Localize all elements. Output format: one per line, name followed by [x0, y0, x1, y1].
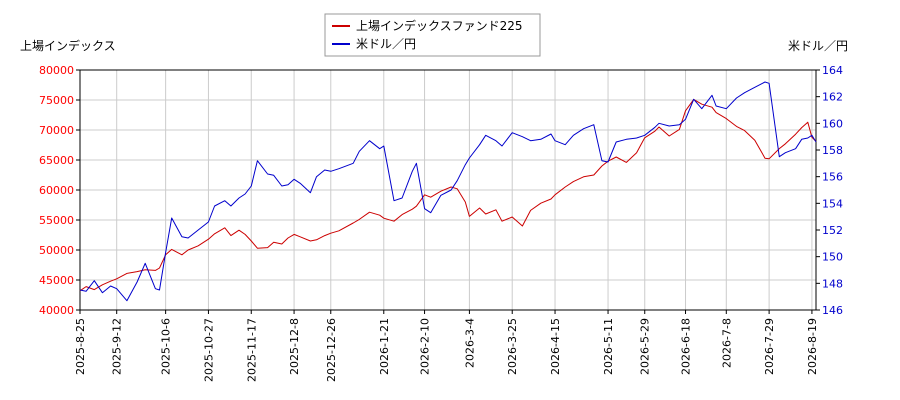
right-axis-ticks: 146 148 150 152 154 156 158 160 162 164 [816, 64, 843, 317]
x-tick-label: 2026-7-29 [763, 318, 776, 375]
series-line-index-fund [79, 98, 817, 292]
left-axis-ticks: 40000 45000 50000 55000 60000 65000 70000 75000… [39, 64, 80, 317]
left-tick-label: 70000 [39, 124, 74, 137]
x-tick-label: 2026-6-18 [680, 318, 693, 375]
right-tick-label: 148 [822, 277, 843, 290]
legend-label-usdjpy: 米ドル／円 [356, 37, 416, 51]
legend-box [324, 13, 541, 57]
x-tick-label: 2025-11-17 [245, 318, 258, 382]
grid-lines [79, 69, 816, 311]
left-tick-label: 40000 [39, 304, 74, 317]
left-tick-label: 50000 [39, 244, 74, 257]
right-tick-label: 160 [822, 117, 843, 130]
series-line-usdjpy [79, 81, 817, 302]
series-lines [79, 81, 817, 302]
x-tick-label: 2025-8-25 [74, 318, 87, 375]
left-tick-label: 65000 [39, 154, 74, 167]
x-tick-label: 2026-3-4 [463, 318, 476, 368]
left-tick-label: 80000 [39, 64, 74, 77]
right-tick-label: 152 [822, 224, 843, 237]
left-tick-label: 45000 [39, 274, 74, 287]
x-tick-label: 2025-10-27 [202, 318, 215, 382]
right-tick-label: 154 [822, 197, 843, 210]
x-tick-label: 2026-1-21 [378, 318, 391, 375]
right-tick-label: 150 [822, 251, 843, 264]
x-tick-label: 2025-12-26 [325, 318, 338, 382]
x-tick-label: 2026-5-11 [602, 318, 615, 375]
right-tick-label: 156 [822, 171, 843, 184]
right-tick-label: 146 [822, 304, 843, 317]
x-tick-label: 2025-12-8 [288, 318, 301, 375]
legend-label-index-fund: 上場インデックスファンド225 [356, 18, 523, 33]
right-axis-title: 米ドル／円 [788, 39, 848, 53]
right-tick-label: 158 [822, 144, 843, 157]
x-tick-label: 2026-4-15 [549, 318, 562, 375]
left-axis-title: 上場インデックス [20, 38, 116, 53]
right-tick-label: 162 [822, 91, 843, 104]
x-tick-label: 2026-2-10 [419, 318, 432, 375]
left-tick-label: 75000 [39, 94, 74, 107]
x-tick-label: 2025-9-12 [111, 318, 124, 375]
x-axis-ticks: 2025-8-25 2025-9-12 2025-10-6 2025-10-27 202… [74, 310, 819, 382]
x-tick-label: 2026-3-25 [506, 318, 519, 375]
right-tick-label: 164 [822, 64, 843, 77]
x-tick-label: 2025-10-6 [160, 318, 173, 375]
left-tick-label: 60000 [39, 184, 74, 197]
legend: 上場インデックスファンド225 米ドル／円 [324, 13, 541, 57]
left-tick-label: 55000 [39, 214, 74, 227]
x-tick-label: 2026-5-29 [639, 318, 652, 375]
x-tick-label: 2026-8-19 [806, 318, 819, 375]
x-tick-label: 2026-7-8 [720, 318, 733, 368]
